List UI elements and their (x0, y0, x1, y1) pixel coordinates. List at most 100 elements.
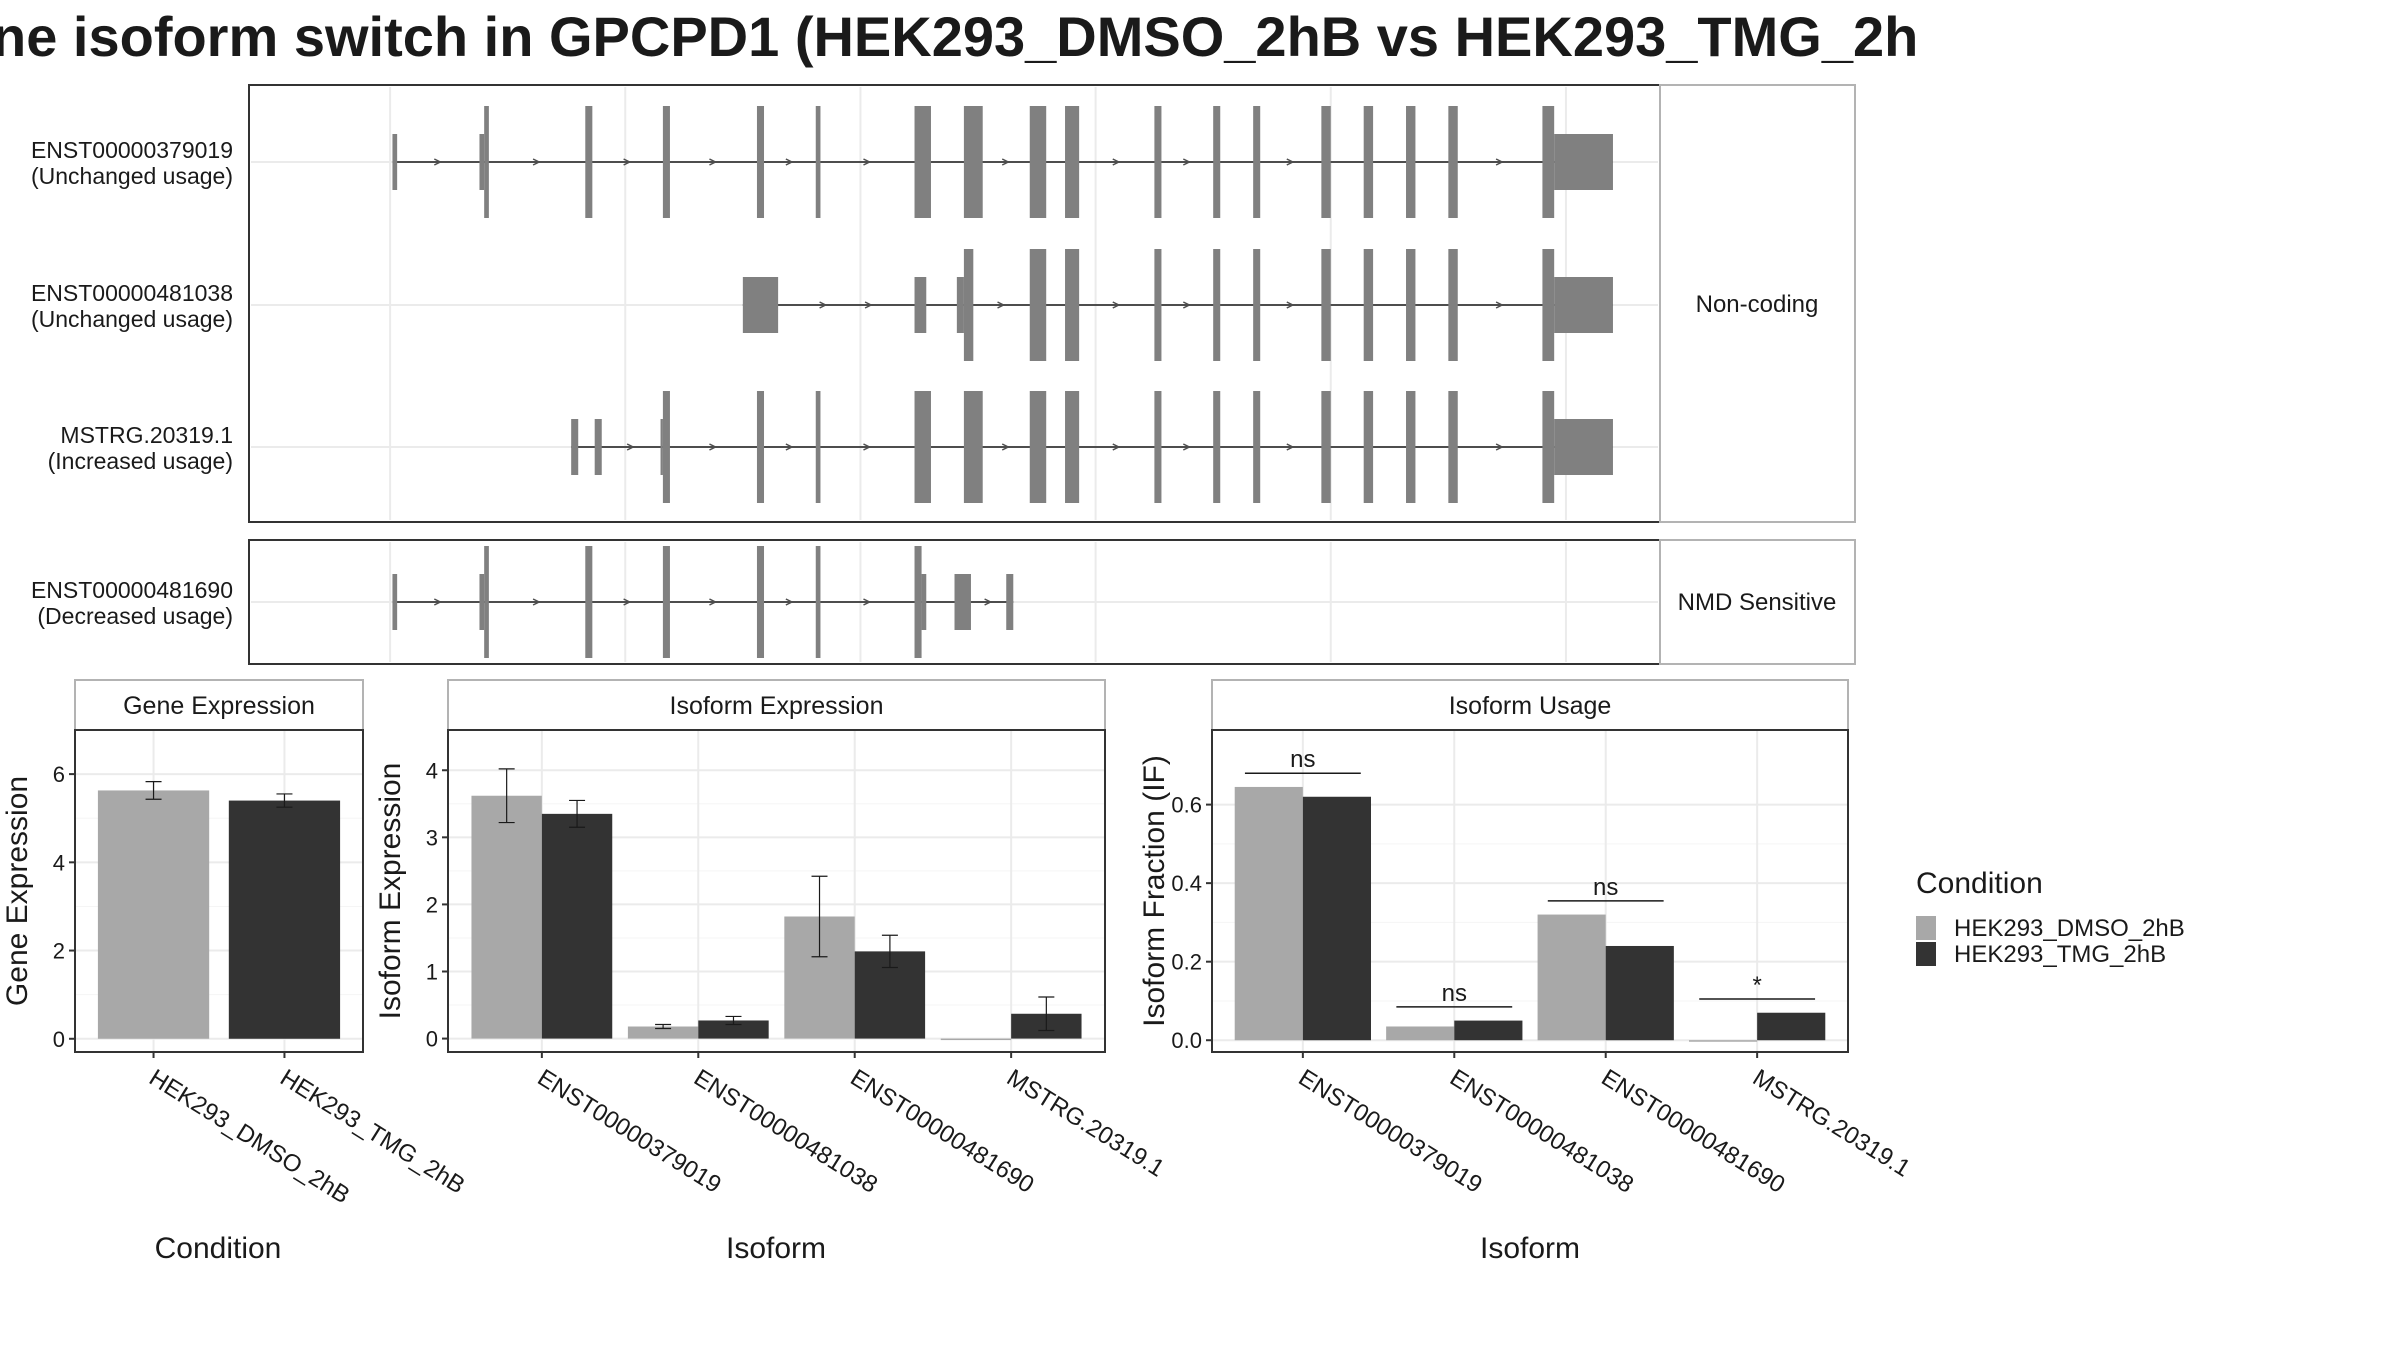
transcript-id-label: ENST00000379019 (31, 137, 233, 163)
bar (1386, 1026, 1455, 1041)
chart-border (1211, 729, 1849, 1053)
chart-panel-1: Isoform Expression01234ENST00000379019EN… (374, 679, 1169, 1265)
exon (484, 546, 489, 658)
exon (479, 134, 485, 190)
exon (963, 249, 974, 361)
exon (1006, 574, 1014, 630)
exon (1065, 106, 1080, 218)
bar (1605, 945, 1674, 1041)
bar (1234, 786, 1303, 1041)
exon (1542, 391, 1555, 503)
exon (662, 106, 670, 218)
exon (660, 419, 663, 475)
exon (963, 391, 983, 503)
legend-item-tmg: HEK293_TMG_2hB (1954, 941, 2166, 968)
y-tick-label: 0 (53, 1027, 65, 1052)
direction-arrow (984, 598, 993, 606)
y-axis-title: Gene Expression (1, 776, 34, 1006)
bar (1537, 914, 1606, 1041)
direction-arrow (1001, 443, 1010, 451)
structure-strip-bottom (1659, 539, 1856, 665)
chart-border (447, 729, 1106, 1053)
significance-label: ns (1290, 746, 1315, 773)
bar (1454, 1020, 1523, 1041)
exon (1363, 391, 1374, 503)
exon (1542, 106, 1555, 218)
exon (1029, 249, 1047, 361)
direction-arrow (1182, 443, 1191, 451)
transcript-id-label: MSTRG.20319.1 (60, 422, 233, 448)
direction-arrow (1495, 158, 1504, 166)
exon (1554, 277, 1613, 333)
exon (479, 574, 485, 630)
strip-label-noncoding: Non-coding (1696, 291, 1819, 318)
exon (1448, 249, 1458, 361)
direction-arrow (819, 301, 828, 309)
exon (571, 419, 579, 475)
exon (1213, 249, 1221, 361)
exon (484, 106, 489, 218)
legend-title: Condition (1916, 867, 2043, 900)
exon (1448, 391, 1458, 503)
exon (392, 574, 398, 630)
bar (698, 1020, 769, 1039)
bar (1689, 1040, 1758, 1042)
y-axis-title: Isoform Expression (374, 763, 407, 1020)
direction-arrow (433, 158, 442, 166)
transcript-MSTRG.20319.1: MSTRG.20319.1(Increased usage) (48, 391, 1613, 503)
chart-title: Gene Expression (123, 692, 315, 720)
significance-label: * (1752, 972, 1761, 999)
chart-title: Isoform Expression (670, 692, 884, 720)
x-tick-label: MSTRG.20319.1 (1002, 1064, 1169, 1182)
direction-arrow (1495, 301, 1504, 309)
exon (594, 419, 602, 475)
structure-strip-top (1659, 84, 1856, 523)
exon (585, 546, 593, 658)
exon (1154, 391, 1162, 503)
exon (914, 277, 927, 333)
direction-arrow (1182, 158, 1191, 166)
exon (756, 106, 765, 218)
transcript-usage-label: (Decreased usage) (37, 603, 233, 629)
direction-arrow (997, 301, 1006, 309)
exon (742, 277, 779, 333)
transcript-structures: ENST00000379019(Unchanged usage)ENST0000… (31, 87, 1658, 662)
chart-strip (447, 679, 1106, 731)
exon (1029, 391, 1047, 503)
bar (940, 1038, 1012, 1041)
bar (627, 1026, 699, 1039)
exon (1253, 391, 1261, 503)
exon (1213, 391, 1221, 503)
y-tick-label: 0.6 (1171, 793, 1202, 818)
direction-arrow (709, 598, 718, 606)
direction-arrow (709, 443, 718, 451)
x-axis-title: Isoform (726, 1232, 826, 1265)
direction-arrow (863, 158, 872, 166)
transcript-ENST00000379019: ENST00000379019(Unchanged usage) (31, 106, 1613, 218)
significance-label: ns (1593, 874, 1618, 901)
bar (541, 813, 613, 1039)
direction-arrow (863, 598, 872, 606)
x-axis-title: Isoform (1480, 1232, 1580, 1265)
exon (1154, 249, 1162, 361)
transcript-ENST00000481038: ENST00000481038(Unchanged usage) (31, 249, 1613, 361)
exon (1554, 134, 1613, 190)
bar (1757, 1012, 1826, 1041)
y-tick-label: 0.0 (1171, 1028, 1202, 1053)
transcript-usage-label: (Unchanged usage) (31, 306, 233, 332)
bar-charts: Gene Expression0246HEK293_DMSO_2hBHEK293… (1, 679, 1915, 1265)
legend-item-dmso: HEK293_DMSO_2hB (1954, 915, 2185, 942)
strip-label-nmd: NMD Sensitive (1678, 589, 1837, 616)
significance-label: ns (1442, 980, 1467, 1007)
legend-swatch-tmg (1916, 942, 1936, 966)
exon (1321, 106, 1331, 218)
exon (914, 546, 922, 658)
direction-arrow (532, 158, 541, 166)
legend: Condition HEK293_DMSO_2hB HEK293_TMG_2hB (1916, 867, 2185, 968)
exon (1253, 249, 1261, 361)
direction-arrow (1001, 158, 1010, 166)
direction-arrow (433, 598, 442, 606)
direction-arrow (1112, 301, 1121, 309)
y-tick-label: 4 (426, 758, 438, 783)
